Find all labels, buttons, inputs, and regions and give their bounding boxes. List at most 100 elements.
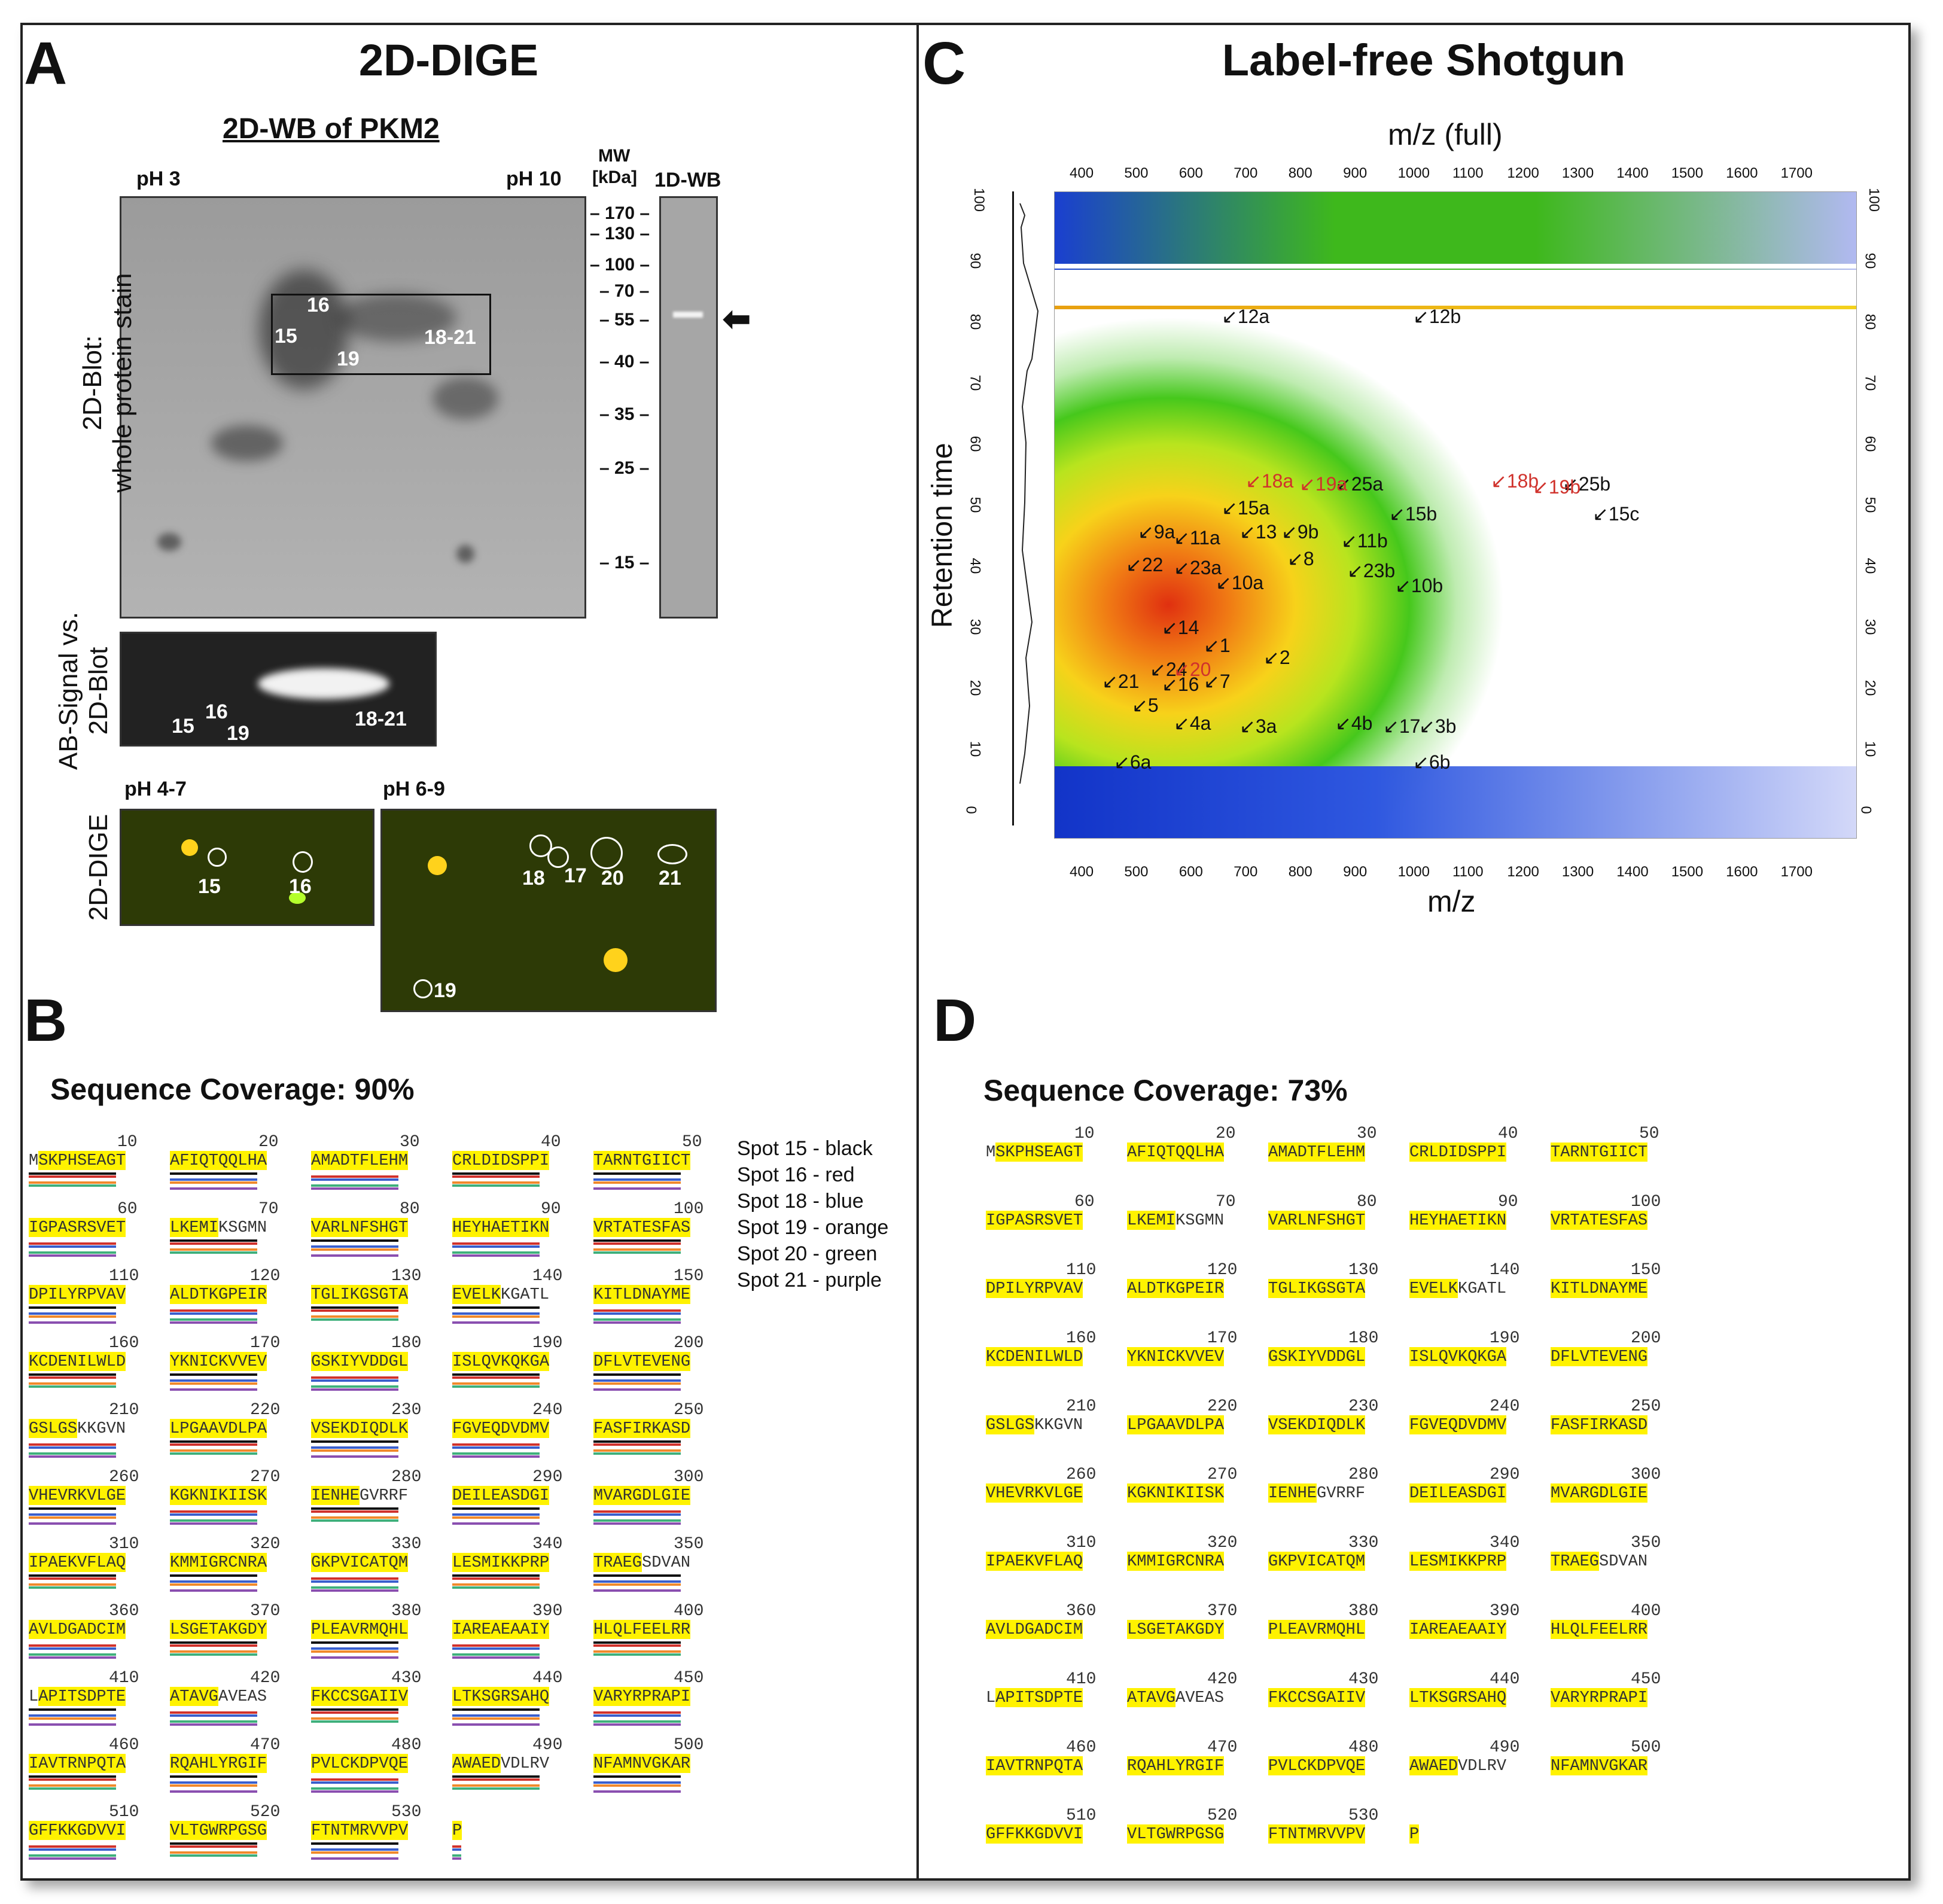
sequence-chunk: LAPITSDPTE [29, 1688, 126, 1706]
sequence-chunk: KMMIGRCNRA [170, 1554, 267, 1572]
spot-coverage-line [311, 1309, 398, 1312]
spot-coverage-line [170, 1172, 257, 1175]
mw-tick: 100 [605, 255, 635, 275]
sequence-chunk: VHEVRKVLGE [29, 1487, 126, 1505]
coverage-highlight [995, 1143, 1083, 1162]
dige-spot [181, 839, 198, 856]
mw-tick: 35 [614, 404, 635, 424]
sequence-chunk: FGVEQDVDMV [452, 1420, 550, 1438]
peak-annotation: ↙21 [1102, 671, 1140, 692]
spot-coverage-line [170, 1714, 257, 1717]
sequence-position: 300 [674, 1468, 704, 1486]
spot-coverage-line [29, 1787, 116, 1790]
dige-circle [547, 846, 569, 868]
peak-annotation: ↙23a [1174, 557, 1222, 578]
coverage-highlight [1268, 1688, 1365, 1707]
spot-coverage-line [452, 1848, 461, 1851]
peak-annotation: ↙12b [1413, 306, 1461, 327]
spot-coverage-line [452, 1376, 540, 1379]
spot-coverage-line [170, 1449, 257, 1452]
peak-annotation: ↙17 [1383, 715, 1421, 737]
spot-coverage-line [170, 1842, 257, 1845]
sequence-chunk: AMADTFLEHM [1268, 1144, 1366, 1162]
spot-coverage-line [311, 1455, 398, 1458]
sequence-chunk: IAVTRNPQTA [29, 1755, 126, 1773]
coverage-highlight [1268, 1483, 1317, 1503]
sequence-position: 160 [109, 1334, 139, 1352]
spot-coverage-line [170, 1644, 257, 1647]
panel-divider [916, 23, 919, 1878]
dige-spot [604, 948, 628, 972]
mz-tick-label: 1200 [1507, 864, 1539, 880]
sequence-position: 330 [391, 1535, 422, 1553]
sequence-chunk: VARLNFSHGT [1268, 1212, 1366, 1230]
mz-tick-label: 700 [1234, 864, 1258, 880]
coverage-highlight [170, 1151, 267, 1170]
retention-time-label: Retention time [927, 443, 958, 628]
sequence-chunk: ALDTKGPEIR [170, 1286, 267, 1304]
peak-annotation: ↙20 [1174, 659, 1211, 680]
spot-coverage-line [29, 1854, 116, 1857]
coverage-highlight [170, 1821, 267, 1840]
wb-1d-band [673, 312, 703, 318]
sequence-position: 20 [1216, 1125, 1236, 1143]
sequence-chunk: GSLGSKKGVN [986, 1416, 1083, 1434]
coverage-highlight [311, 1821, 408, 1840]
coverage-highlight [1409, 1143, 1506, 1162]
spot-coverage-line [170, 1187, 257, 1190]
spot-coverage-line [311, 1842, 398, 1845]
panel-d-letter: D [933, 987, 977, 1054]
spot-coverage-line [170, 1583, 257, 1586]
spot-coverage-line [170, 1781, 257, 1784]
rt-axis-right: 100 90 80 70 60 50 40 30 20 10 0 [1858, 188, 1886, 825]
spot-coverage-line [311, 1385, 398, 1388]
spot-coverage-line [29, 1574, 116, 1577]
heatmap-line [1055, 306, 1856, 309]
sequence-position: 140 [532, 1267, 563, 1285]
sequence-position: 500 [1631, 1738, 1661, 1757]
peak-annotation: ↙8 [1287, 548, 1314, 569]
coverage-highlight [1268, 1415, 1365, 1434]
spot-coverage-line [311, 1647, 398, 1650]
coverage-highlight [1127, 1279, 1224, 1298]
spot-coverage-line [29, 1522, 116, 1525]
wb-1d-lane [659, 196, 718, 619]
sequence-chunk: IGPASRSVET [29, 1219, 126, 1237]
heatmap-gap [1055, 264, 1856, 269]
coverage-highlight [29, 1486, 126, 1505]
coverage-highlight [1268, 1347, 1365, 1366]
spot-coverage-line [593, 1583, 681, 1586]
legend-item: Spot 20 - green [737, 1242, 878, 1265]
sequence-position: 530 [391, 1803, 422, 1821]
sequence-position: 220 [250, 1401, 281, 1419]
coverage-highlight [1268, 1620, 1365, 1639]
spot-coverage-line [452, 1577, 540, 1580]
spot-coverage-line [452, 1181, 540, 1184]
spot-coverage-line [29, 1656, 116, 1659]
sequence-position: 80 [1357, 1193, 1377, 1211]
sequence-chunk: KCDENILWLD [29, 1353, 126, 1371]
sequence-position: 390 [532, 1602, 563, 1620]
sequence-chunk: IENHEGVRRF [311, 1487, 409, 1505]
sequence-chunk: VARLNFSHGT [311, 1219, 409, 1237]
sequence-chunk: IPAEKVFLAQ [29, 1554, 126, 1572]
coverage-highlight [593, 1553, 642, 1572]
coverage-highlight [1127, 1211, 1175, 1230]
coverage-highlight [593, 1754, 690, 1773]
coverage-highlight [1409, 1415, 1506, 1434]
coverage-highlight [986, 1552, 1083, 1571]
spot-coverage-line [170, 1373, 257, 1376]
spot-coverage-line [29, 1778, 116, 1781]
coverage-highlight [1268, 1756, 1365, 1775]
coverage-highlight [452, 1352, 549, 1371]
coverage-highlight [452, 1419, 549, 1438]
peak-annotation: ↙10a [1216, 572, 1264, 593]
spot-coverage-line [170, 1178, 257, 1181]
spot-coverage-line [311, 1507, 398, 1510]
sequence-chunk: TRAEGSDVAN [593, 1554, 691, 1572]
coverage-highlight [311, 1352, 408, 1371]
spot-coverage-line [311, 1449, 398, 1452]
arrow-left-icon: ⬅ [723, 300, 751, 337]
sequence-chunk: TGLIKGSGTA [311, 1286, 409, 1304]
spot-coverage-line [170, 1522, 257, 1525]
